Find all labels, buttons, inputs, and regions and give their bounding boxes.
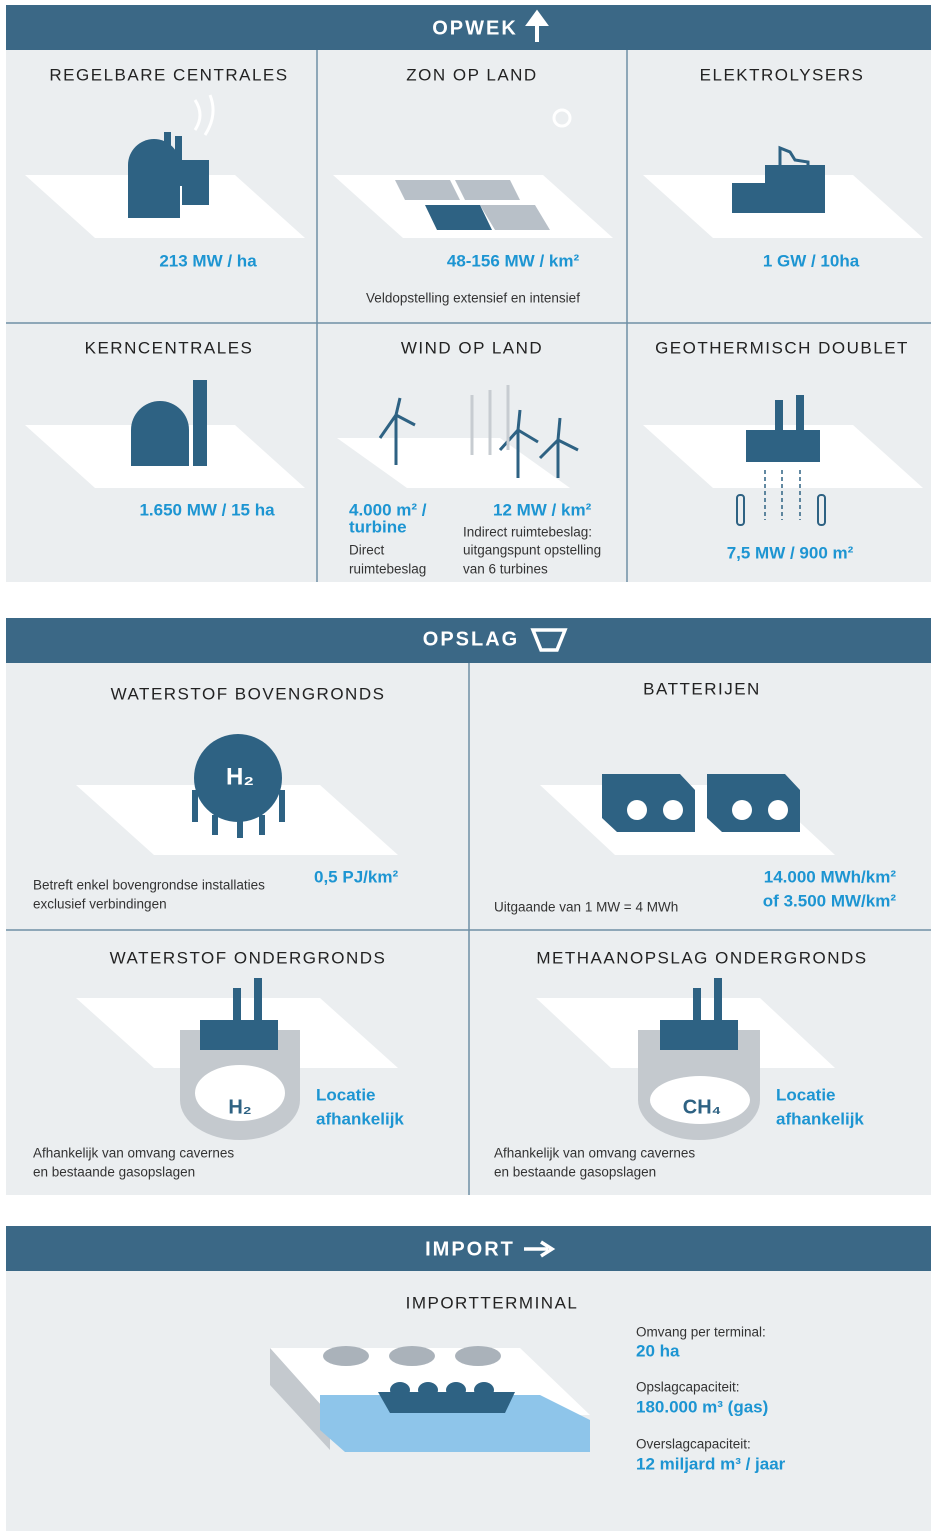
item-value: 180.000 m³ (gas) xyxy=(636,1397,768,1416)
panel-title: IMPORTTERMINAL xyxy=(406,1293,579,1312)
shape xyxy=(131,401,189,466)
shape xyxy=(768,800,788,820)
note: Afhankelijk van omvang cavernes xyxy=(33,1146,234,1161)
infographic: OPWEK REGELBARE CENTRALES ZON OP LAND EL… xyxy=(0,0,931,1531)
value: turbine xyxy=(349,517,407,536)
panel-title: WATERSTOF ONDERGRONDS xyxy=(110,948,387,967)
note: Indirect ruimtebeslag: xyxy=(463,525,592,540)
panel-title: METHAANOPSLAG ONDERGRONDS xyxy=(536,948,867,967)
shape xyxy=(518,410,520,430)
shape xyxy=(390,1382,410,1398)
note: en bestaande gasopslagen xyxy=(33,1165,195,1180)
shape xyxy=(775,400,783,432)
item-label: Opslagcapaciteit: xyxy=(636,1380,740,1395)
shape xyxy=(693,988,701,1022)
icon-label: H₂ xyxy=(226,763,254,790)
shape xyxy=(182,160,209,205)
panel-title: ZON OP LAND xyxy=(406,65,537,84)
shape xyxy=(602,774,695,832)
shape xyxy=(395,180,460,200)
panel-title: WIND OP LAND xyxy=(401,338,543,357)
value: 0,5 PJ/km² xyxy=(314,867,398,886)
shape xyxy=(746,430,820,462)
item-value: 12 miljard m³ / jaar xyxy=(636,1454,786,1473)
panel-title: ELEKTROLYSERS xyxy=(700,65,865,84)
value: 1 GW / 10ha xyxy=(763,251,860,270)
section-title: OPSLAG xyxy=(423,628,519,650)
value: Locatie xyxy=(316,1085,376,1104)
note: Afhankelijk van omvang cavernes xyxy=(494,1146,695,1161)
value: Locatie xyxy=(776,1085,836,1104)
shape xyxy=(175,136,182,186)
value: 12 MW / km² xyxy=(493,500,592,519)
section-title: OPWEK xyxy=(432,17,518,39)
shape xyxy=(714,978,722,1022)
item-label: Omvang per terminal: xyxy=(636,1325,766,1340)
shape xyxy=(707,774,800,832)
icon-label: CH₄ xyxy=(683,1096,721,1118)
note: en bestaande gasopslagen xyxy=(494,1165,656,1180)
note: exclusief verbindingen xyxy=(33,897,167,912)
shape xyxy=(627,800,647,820)
note: Uitgaande van 1 MW = 4 MWh xyxy=(494,900,678,915)
shape xyxy=(732,183,765,213)
note: Betreft enkel bovengrondse installaties xyxy=(33,878,265,893)
value: afhankelijk xyxy=(316,1109,404,1128)
item-value: 20 ha xyxy=(636,1341,680,1360)
icon-label: H₂ xyxy=(228,1096,251,1118)
shape xyxy=(193,380,207,466)
note: Direct xyxy=(349,543,385,558)
value: 14.000 MWh/km² xyxy=(764,867,897,886)
shape xyxy=(455,1346,501,1366)
shape xyxy=(446,1382,466,1398)
shape xyxy=(796,395,804,432)
note: van 6 turbines xyxy=(463,562,548,577)
item-label: Overslagcapaciteit: xyxy=(636,1437,751,1452)
shape xyxy=(200,1020,278,1050)
note: ruimtebeslag xyxy=(349,562,426,577)
note: Veldopstelling extensief en intensief xyxy=(366,291,580,306)
shape xyxy=(765,165,825,213)
shape xyxy=(663,800,683,820)
value: 7,5 MW / 900 m² xyxy=(727,543,854,562)
shape xyxy=(389,1346,435,1366)
shape xyxy=(233,988,241,1022)
panel-title: WATERSTOF BOVENGRONDS xyxy=(111,684,386,703)
value: 1.650 MW / 15 ha xyxy=(139,500,275,519)
shape xyxy=(418,1382,438,1398)
shape xyxy=(732,800,752,820)
shape xyxy=(474,1382,494,1398)
shape xyxy=(323,1346,501,1366)
shape xyxy=(455,180,520,200)
panel-title: REGELBARE CENTRALES xyxy=(49,65,288,84)
shape xyxy=(660,1020,738,1050)
note: uitgangspunt opstelling xyxy=(463,543,601,558)
shape xyxy=(128,139,180,218)
panel-title: BATTERIJEN xyxy=(643,679,761,698)
shape xyxy=(254,978,262,1022)
value: 213 MW / ha xyxy=(159,251,257,270)
shape xyxy=(323,1346,369,1366)
shape xyxy=(164,132,171,182)
value: afhankelijk xyxy=(776,1109,864,1128)
value: of 3.500 MW/km² xyxy=(763,891,897,910)
value: 48-156 MW / km² xyxy=(447,251,580,270)
panel-title: GEOTHERMISCH DOUBLET xyxy=(655,338,909,357)
section-title: IMPORT xyxy=(425,1238,515,1260)
shape xyxy=(558,418,560,440)
panel-title: KERNCENTRALES xyxy=(85,338,254,357)
